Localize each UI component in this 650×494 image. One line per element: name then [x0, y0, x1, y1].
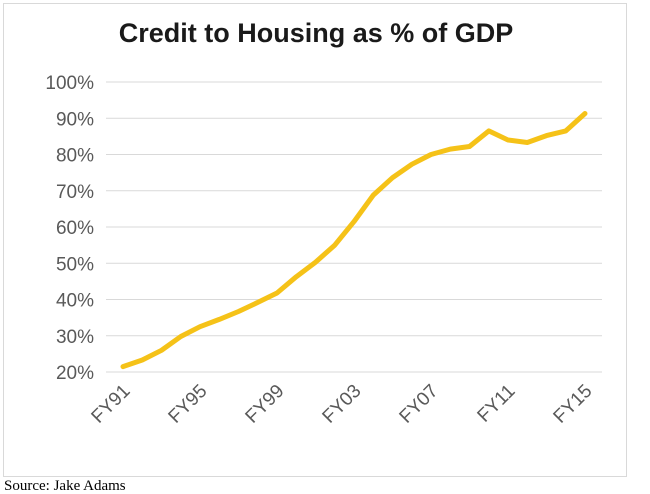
y-tick-label: 20%	[56, 363, 94, 384]
x-tick-label: FY91	[88, 381, 135, 428]
y-tick-label: 40%	[56, 291, 94, 312]
y-tick-label: 30%	[56, 327, 94, 348]
y-tick-label: 90%	[56, 109, 94, 130]
y-axis-tick-labels: 20% 30% 40% 50% 60% 70% 80% 90% 100%	[45, 73, 94, 384]
x-axis-tick-labels: FY91 FY95 FY99 FY03 FY07 FY11 FY15	[88, 381, 597, 428]
source-note: Source: Jake Adams	[4, 478, 126, 494]
series-line	[123, 114, 585, 367]
x-tick-label: FY95	[165, 381, 212, 428]
y-tick-label: 50%	[56, 254, 94, 275]
gridlines	[106, 82, 602, 372]
x-tick-label: FY99	[242, 381, 289, 428]
y-tick-label: 70%	[56, 182, 94, 203]
x-tick-label: FY15	[550, 381, 597, 428]
x-tick-label: FY07	[396, 381, 443, 428]
y-tick-label: 100%	[45, 73, 94, 94]
y-tick-label: 80%	[56, 146, 94, 167]
y-tick-label: 60%	[56, 218, 94, 239]
series-layer	[123, 114, 585, 367]
x-tick-label: FY11	[474, 381, 520, 427]
chart-frame: Credit to Housing as % of GDP 20%30%40%5…	[3, 3, 627, 477]
x-tick-label: FY03	[319, 381, 366, 428]
